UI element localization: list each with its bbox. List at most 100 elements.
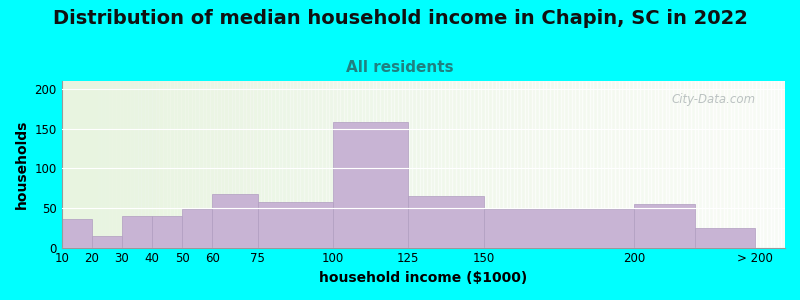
Bar	[354, 81, 358, 247]
Bar	[330, 81, 333, 247]
Bar	[662, 81, 666, 247]
Bar	[232, 81, 235, 247]
Bar	[466, 81, 470, 247]
Bar	[706, 81, 709, 247]
Bar	[130, 81, 134, 247]
Bar	[630, 81, 633, 247]
Bar	[518, 81, 521, 247]
Bar	[423, 81, 427, 247]
Bar	[73, 81, 76, 247]
Bar	[182, 209, 212, 248]
Bar	[123, 81, 126, 247]
Bar	[778, 81, 782, 247]
Bar	[271, 81, 275, 247]
Bar	[362, 81, 366, 247]
Bar	[644, 81, 647, 247]
Bar	[212, 194, 258, 247]
Bar	[586, 81, 590, 247]
Bar	[369, 81, 373, 247]
Bar	[261, 81, 264, 247]
Bar	[572, 81, 575, 247]
Bar	[178, 81, 181, 247]
Bar	[459, 81, 463, 247]
Bar	[149, 81, 152, 247]
Bar	[774, 81, 778, 247]
Bar	[720, 81, 723, 247]
Bar	[546, 81, 550, 247]
Bar	[542, 81, 546, 247]
Bar	[666, 81, 670, 247]
Bar	[521, 81, 525, 247]
Bar	[214, 81, 217, 247]
Bar	[463, 81, 466, 247]
Bar	[315, 81, 318, 247]
Bar	[716, 81, 720, 247]
Bar	[506, 81, 510, 247]
Bar	[76, 81, 80, 247]
Bar	[482, 81, 485, 247]
Bar	[225, 81, 228, 247]
Bar	[677, 81, 680, 247]
Bar	[250, 81, 254, 247]
Bar	[394, 81, 398, 247]
Bar	[398, 81, 402, 247]
Bar	[622, 81, 626, 247]
X-axis label: household income ($1000): household income ($1000)	[319, 271, 527, 285]
Bar	[102, 81, 105, 247]
Bar	[109, 81, 112, 247]
Bar	[449, 81, 452, 247]
Bar	[92, 236, 122, 247]
Bar	[767, 81, 770, 247]
Bar	[254, 81, 257, 247]
Y-axis label: households: households	[15, 120, 29, 209]
Bar	[83, 81, 87, 247]
Bar	[126, 81, 130, 247]
Bar	[485, 81, 489, 247]
Bar	[608, 81, 611, 247]
Bar	[408, 196, 484, 248]
Bar	[145, 81, 149, 247]
Bar	[510, 81, 514, 247]
Bar	[590, 81, 594, 247]
Bar	[119, 81, 123, 247]
Bar	[503, 81, 506, 247]
Bar	[528, 81, 532, 247]
Bar	[484, 209, 634, 248]
Bar	[304, 81, 308, 247]
Bar	[611, 81, 615, 247]
Bar	[727, 81, 730, 247]
Bar	[760, 81, 763, 247]
Bar	[311, 81, 315, 247]
Bar	[618, 81, 622, 247]
Bar	[185, 81, 188, 247]
Bar	[239, 81, 242, 247]
Bar	[634, 204, 694, 248]
Bar	[293, 81, 297, 247]
Bar	[383, 81, 387, 247]
Text: City-Data.com: City-Data.com	[672, 93, 756, 106]
Bar	[112, 81, 116, 247]
Bar	[647, 81, 651, 247]
Bar	[535, 81, 539, 247]
Bar	[159, 81, 163, 247]
Bar	[344, 81, 347, 247]
Bar	[163, 81, 166, 247]
Bar	[387, 81, 390, 247]
Bar	[69, 81, 73, 247]
Bar	[188, 81, 192, 247]
Bar	[98, 81, 102, 247]
Bar	[673, 81, 677, 247]
Bar	[318, 81, 322, 247]
Bar	[337, 81, 340, 247]
Bar	[242, 81, 246, 247]
Bar	[246, 81, 250, 247]
Bar	[199, 81, 202, 247]
Bar	[326, 81, 330, 247]
Bar	[333, 81, 337, 247]
Bar	[525, 81, 528, 247]
Bar	[427, 81, 430, 247]
Text: Distribution of median household income in Chapin, SC in 2022: Distribution of median household income …	[53, 9, 747, 28]
Bar	[202, 81, 206, 247]
Bar	[406, 81, 409, 247]
Bar	[80, 81, 83, 247]
